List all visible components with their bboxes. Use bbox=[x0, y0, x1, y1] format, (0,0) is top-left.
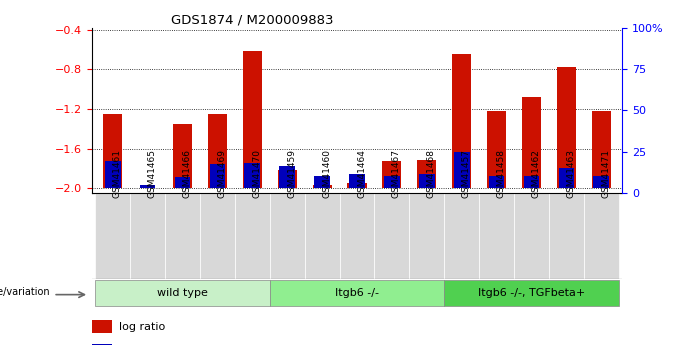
Text: Itgb6 -/-, TGFbeta+: Itgb6 -/-, TGFbeta+ bbox=[478, 288, 585, 298]
Text: genotype/variation: genotype/variation bbox=[0, 287, 50, 297]
Text: GSM41471: GSM41471 bbox=[601, 148, 610, 197]
Bar bbox=[382, 161, 401, 188]
Bar bbox=[347, 183, 367, 188]
Text: GSM41460: GSM41460 bbox=[322, 148, 331, 197]
Text: GSM41470: GSM41470 bbox=[252, 148, 261, 197]
Bar bbox=[277, 170, 296, 188]
Bar bbox=[419, 174, 435, 188]
Bar bbox=[245, 163, 260, 188]
Bar bbox=[305, 193, 339, 279]
Bar bbox=[200, 193, 235, 279]
Bar bbox=[95, 193, 130, 279]
Text: GSM41467: GSM41467 bbox=[392, 148, 401, 197]
Bar bbox=[140, 185, 156, 188]
Bar bbox=[209, 165, 225, 188]
Bar bbox=[384, 176, 400, 188]
Bar bbox=[557, 67, 576, 188]
Bar bbox=[103, 114, 122, 188]
Bar bbox=[409, 193, 444, 279]
Text: GSM41458: GSM41458 bbox=[496, 148, 505, 197]
Bar bbox=[444, 280, 619, 306]
Bar bbox=[175, 177, 190, 188]
Text: GSM41463: GSM41463 bbox=[566, 148, 575, 197]
Bar bbox=[594, 176, 609, 188]
Bar bbox=[92, 344, 112, 345]
Bar bbox=[375, 193, 409, 279]
Bar bbox=[549, 193, 584, 279]
Bar bbox=[130, 193, 165, 279]
Bar bbox=[270, 280, 444, 306]
Bar bbox=[208, 114, 227, 188]
Bar bbox=[235, 193, 270, 279]
Bar bbox=[270, 193, 305, 279]
Bar bbox=[243, 51, 262, 188]
Text: GDS1874 / M200009883: GDS1874 / M200009883 bbox=[171, 13, 334, 27]
Bar bbox=[487, 111, 506, 188]
Bar bbox=[489, 176, 505, 188]
Bar bbox=[92, 320, 112, 333]
Bar bbox=[313, 185, 332, 188]
Bar bbox=[444, 193, 479, 279]
Text: GSM41459: GSM41459 bbox=[287, 148, 296, 197]
Bar bbox=[592, 111, 611, 188]
Bar bbox=[452, 55, 471, 188]
Text: log ratio: log ratio bbox=[119, 322, 165, 332]
Text: GSM41461: GSM41461 bbox=[113, 148, 122, 197]
Text: GSM41465: GSM41465 bbox=[148, 148, 156, 197]
Bar bbox=[105, 161, 120, 188]
Text: GSM41469: GSM41469 bbox=[218, 148, 226, 197]
Text: GSM41464: GSM41464 bbox=[357, 149, 366, 197]
Bar bbox=[524, 176, 539, 188]
Bar bbox=[418, 160, 437, 188]
Bar bbox=[95, 280, 270, 306]
Text: wild type: wild type bbox=[157, 288, 208, 298]
Bar bbox=[479, 193, 514, 279]
Text: GSM41466: GSM41466 bbox=[182, 148, 192, 197]
Bar bbox=[584, 193, 619, 279]
Bar bbox=[173, 124, 192, 188]
Bar bbox=[314, 176, 330, 188]
Text: GSM41462: GSM41462 bbox=[532, 149, 541, 197]
Bar bbox=[339, 193, 375, 279]
Text: GSM41468: GSM41468 bbox=[427, 148, 436, 197]
Bar bbox=[279, 166, 295, 188]
Bar bbox=[558, 168, 574, 188]
Bar bbox=[349, 174, 365, 188]
Bar bbox=[522, 97, 541, 188]
Bar bbox=[514, 193, 549, 279]
Text: Itgb6 -/-: Itgb6 -/- bbox=[335, 288, 379, 298]
Bar bbox=[165, 193, 200, 279]
Text: GSM41457: GSM41457 bbox=[462, 148, 471, 197]
Bar bbox=[454, 152, 469, 188]
